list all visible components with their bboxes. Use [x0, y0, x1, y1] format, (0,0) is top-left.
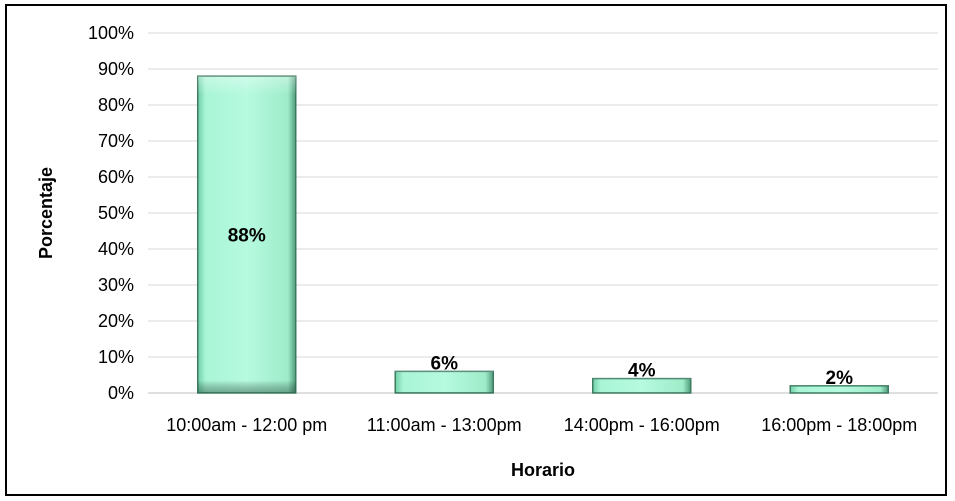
- x-category-label: 11:00am - 13:00pm: [367, 415, 522, 435]
- y-tick-label: 100%: [88, 23, 134, 43]
- y-axis-title: Porcentaje: [36, 167, 56, 259]
- y-tick-label: 30%: [98, 275, 134, 295]
- y-tick-label: 70%: [98, 131, 134, 151]
- data-label: 4%: [628, 361, 656, 382]
- data-labels: 88% 6% 4% 2%: [228, 226, 853, 389]
- y-tick-label: 40%: [98, 239, 134, 259]
- y-tick-label: 90%: [98, 59, 134, 79]
- y-tick-label: 20%: [98, 311, 134, 331]
- y-axis-ticks: 0% 10% 20% 30% 40% 50% 60% 70% 80% 90% 100%: [88, 23, 134, 403]
- bar-shade: [592, 378, 691, 393]
- bar-shade: [395, 371, 494, 393]
- y-tick-label: 80%: [98, 95, 134, 115]
- x-category-label: 10:00am - 12:00 pm: [166, 415, 327, 435]
- data-label: 6%: [431, 353, 459, 374]
- data-label: 88%: [228, 226, 266, 247]
- y-tick-label: 0%: [108, 383, 134, 403]
- bar: [789, 385, 889, 394]
- x-category-label: 16:00pm - 18:00pm: [761, 415, 917, 435]
- bar: [197, 75, 297, 394]
- bar: [394, 370, 494, 394]
- bars: [197, 75, 889, 394]
- y-tick-label: 60%: [98, 167, 134, 187]
- x-axis-categories: 10:00am - 12:00 pm 11:00am - 13:00pm 14:00…: [166, 415, 917, 435]
- bar-shade: [197, 76, 296, 393]
- chart-frame: [5, 4, 947, 496]
- x-axis-title: Horario: [511, 460, 575, 480]
- y-tick-label: 10%: [98, 347, 134, 367]
- bar-shade: [790, 385, 889, 393]
- data-label: 2%: [826, 368, 854, 389]
- x-category-label: 14:00pm - 16:00pm: [564, 415, 720, 435]
- bar: [592, 377, 692, 394]
- y-tick-label: 50%: [98, 203, 134, 223]
